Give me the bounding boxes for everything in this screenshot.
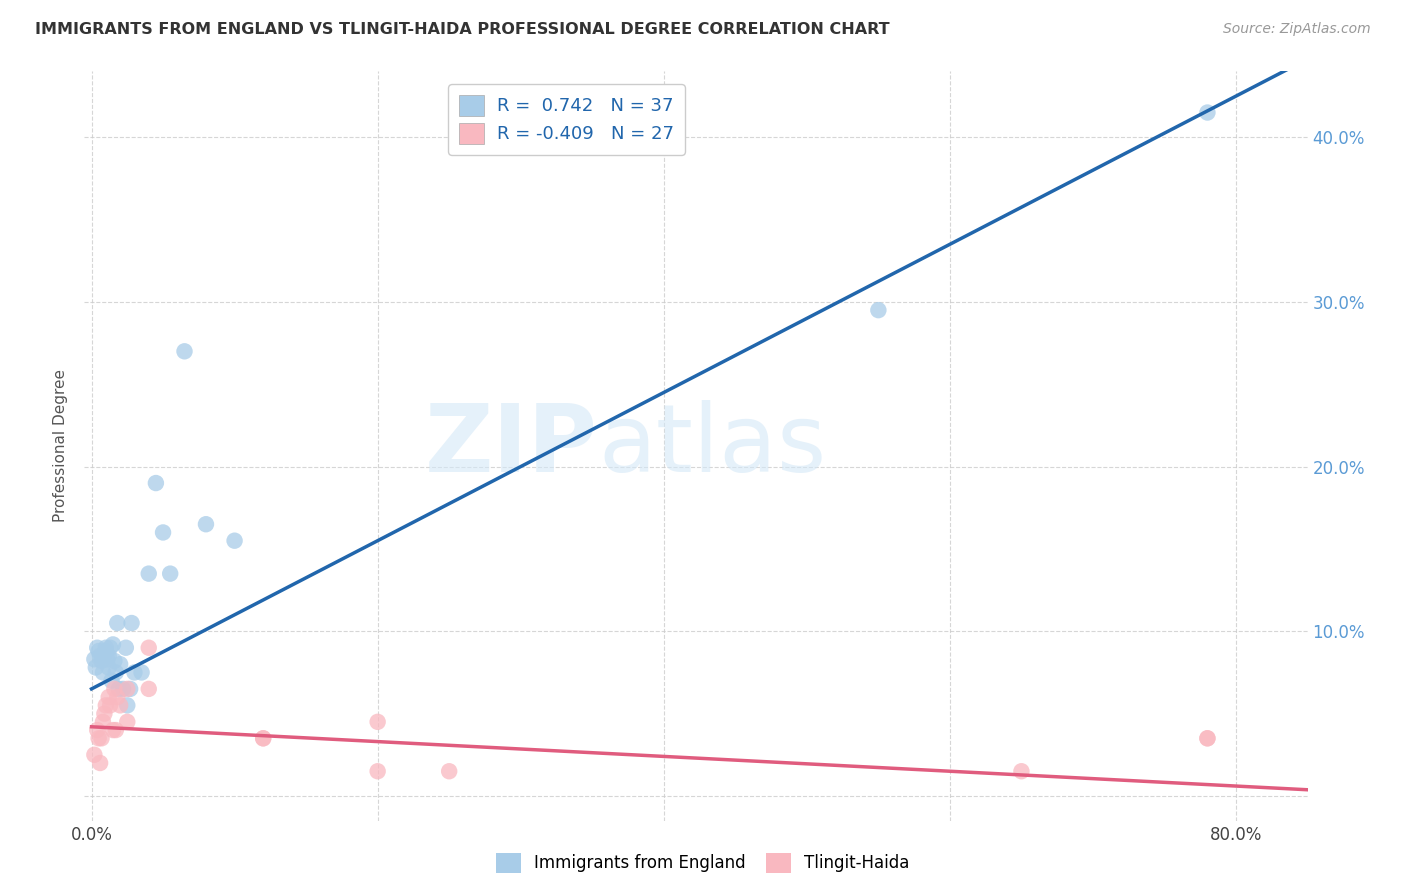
Point [159,566,181,581]
Text: atlas: atlas [598,400,827,492]
Point [107,681,129,696]
Point [93,648,115,662]
Point [94,644,117,658]
Point [173,344,195,359]
Legend: Immigrants from England, Tlingit-Haida: Immigrants from England, Tlingit-Haida [489,847,917,880]
Point [124,665,146,680]
Point [86,723,108,737]
Point [252,731,274,746]
Point [108,657,131,672]
Point [94,640,117,655]
Text: Source: ZipAtlas.com: Source: ZipAtlas.com [1223,22,1371,37]
Point [89,756,111,770]
Point [367,764,389,779]
Point [117,714,139,729]
Point [145,476,167,491]
Point [131,665,153,680]
Point [117,698,139,713]
Point [103,654,125,668]
Point [97,648,120,663]
Point [101,637,124,651]
Point [101,723,124,737]
Point [1197,105,1219,120]
Point [98,698,121,713]
Point [138,640,160,655]
Point [90,731,112,746]
Point [91,714,114,729]
Point [84,660,107,674]
Point [224,533,246,548]
Point [91,665,114,680]
Point [105,690,128,705]
Point [83,652,105,666]
Point [103,681,125,696]
Point [96,652,118,666]
Point [121,615,143,630]
Point [108,698,131,713]
Point [115,640,138,655]
Point [868,303,890,318]
Point [138,681,160,696]
Point [90,654,112,668]
Text: IMMIGRANTS FROM ENGLAND VS TLINGIT-HAIDA PROFESSIONAL DEGREE CORRELATION CHART: IMMIGRANTS FROM ENGLAND VS TLINGIT-HAIDA… [35,22,890,37]
Point [83,747,105,762]
Point [98,640,121,655]
Point [94,698,117,713]
Point [97,660,120,674]
Point [93,706,115,721]
Point [152,525,174,540]
Point [117,681,139,696]
Point [194,517,217,532]
Point [120,681,142,696]
Y-axis label: Professional Degree: Professional Degree [53,369,69,523]
Point [252,731,274,746]
Point [1010,764,1032,779]
Point [87,644,110,658]
Point [1197,731,1219,746]
Point [104,723,127,737]
Point [100,673,122,688]
Point [87,731,110,746]
Point [89,648,111,663]
Point [105,615,128,630]
Legend: R =  0.742   N = 37, R = -0.409   N = 27: R = 0.742 N = 37, R = -0.409 N = 27 [449,84,685,154]
Point [86,640,108,655]
Point [437,764,460,779]
Point [111,681,134,696]
Point [104,665,127,680]
Point [138,566,160,581]
Point [367,714,389,729]
Point [97,690,120,705]
Point [1197,731,1219,746]
Text: ZIP: ZIP [425,400,598,492]
